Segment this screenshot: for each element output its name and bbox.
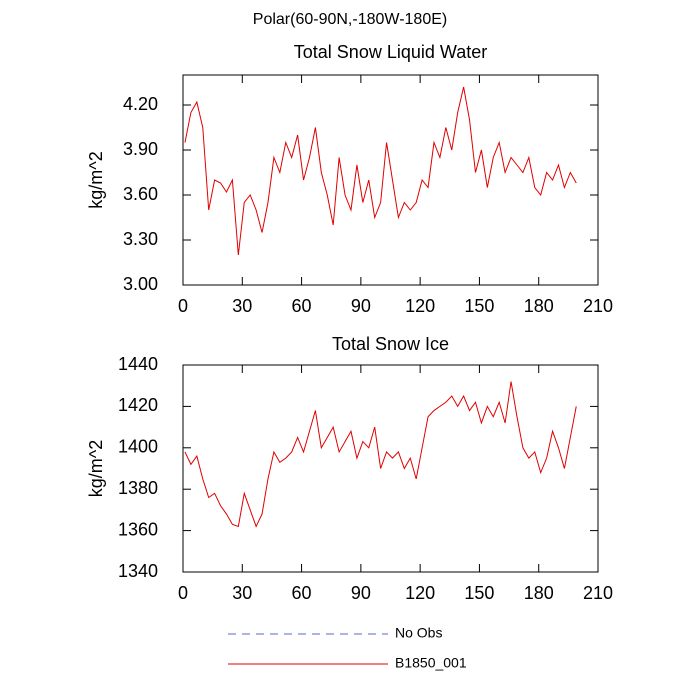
y-tick-label: 4.20 (123, 94, 158, 114)
x-tick-label: 30 (232, 583, 252, 603)
x-tick-label: 120 (405, 583, 435, 603)
x-tick-label: 90 (351, 583, 371, 603)
y-tick-label: 1420 (118, 395, 158, 415)
x-tick-label: 210 (583, 296, 613, 316)
y-tick-label: 3.60 (123, 184, 158, 204)
x-tick-label: 180 (524, 583, 554, 603)
y-axis-label: kg/m^2 (86, 440, 106, 497)
x-tick-label: 30 (232, 296, 252, 316)
y-tick-label: 3.90 (123, 139, 158, 159)
plot-frame (182, 74, 599, 286)
panel-title: Total Snow Liquid Water (294, 42, 487, 62)
y-axis-label: kg/m^2 (86, 151, 106, 208)
x-tick-label: 60 (292, 296, 312, 316)
x-tick-label: 120 (405, 296, 435, 316)
x-tick-label: 0 (178, 583, 188, 603)
y-tick-label: 1360 (118, 519, 158, 539)
y-tick-label: 1400 (118, 437, 158, 457)
suptitle: Polar(60-90N,-180W-180E) (253, 11, 447, 28)
y-tick-label: 3.00 (123, 274, 158, 294)
panel-title: Total Snow Ice (332, 334, 449, 354)
y-tick-label: 1340 (118, 561, 158, 581)
y-tick-label: 1440 (118, 354, 158, 374)
x-tick-label: 180 (524, 296, 554, 316)
x-tick-label: 90 (351, 296, 371, 316)
x-tick-label: 150 (464, 296, 494, 316)
x-tick-label: 150 (464, 583, 494, 603)
data-line (184, 381, 577, 528)
x-tick-label: 210 (583, 583, 613, 603)
legend-label: B1850_001 (395, 655, 467, 671)
y-tick-label: 1380 (118, 478, 158, 498)
plot-frame (182, 364, 599, 573)
data-line (184, 86, 577, 256)
x-tick-label: 0 (178, 296, 188, 316)
legend-label: No Obs (395, 625, 442, 641)
y-tick-label: 3.30 (123, 229, 158, 249)
x-tick-label: 60 (292, 583, 312, 603)
